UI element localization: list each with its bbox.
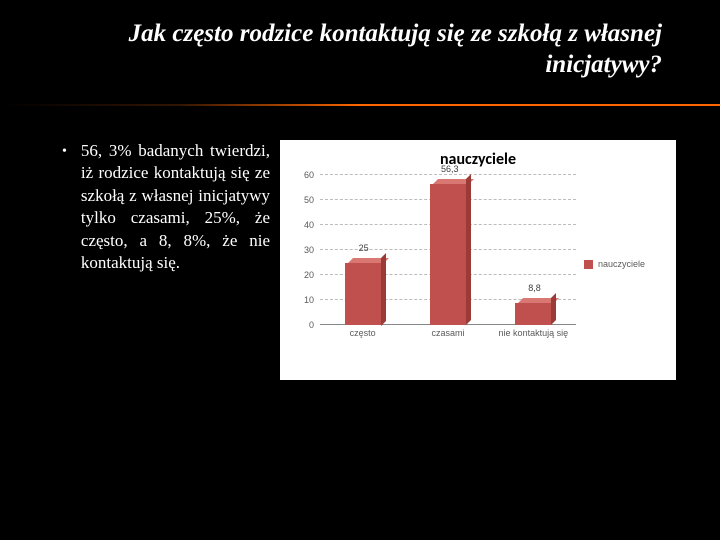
bullet-item: • 56, 3% badanych twierdzi, iż rodzice k… [62,140,270,275]
bar-front [345,263,381,326]
bar-front [430,184,466,325]
body-paragraph: 56, 3% badanych twierdzi, iż rodzice kon… [81,140,270,275]
bar-front [515,303,551,325]
x-axis-labels: częstoczasaminie kontaktują się [320,325,576,353]
slide-title: Jak często rodzice kontaktują się ze szk… [90,18,662,81]
accent-divider [0,104,720,106]
y-tick-label: 40 [304,220,314,230]
bar: 25 [345,263,381,326]
y-tick-label: 0 [309,320,314,330]
bar-slot: 56,3 [405,175,490,325]
y-tick-label: 60 [304,170,314,180]
legend-swatch [584,260,593,269]
bars: 25 56,3 8,8 [320,175,576,325]
plot-wrap: 0102030405060 2556,38,8 częstoczasaminie… [290,175,666,353]
chart-column: nauczyciele 0 10 20 30 40 50 60 25 56,3 8,8 częs… [280,140,720,540]
text-column: • 56, 3% badanych twierdzi, iż rodzice k… [0,140,280,540]
y-tick-label: 50 [304,195,314,205]
bar-side [466,174,471,325]
legend: nauczyciele [576,175,666,353]
chart-container: nauczyciele 0 10 20 30 40 50 60 25 56,3 8,8 częs… [280,140,676,380]
content-area: • 56, 3% badanych twierdzi, iż rodzice k… [0,140,720,540]
x-tick-label: czasami [405,325,490,353]
bar-side [551,293,556,325]
bar-value-label: 25 [359,243,369,253]
y-axis: 0102030405060 [290,175,318,325]
bar-slot: 8,8 [491,175,576,325]
x-tick-label: często [320,325,405,353]
y-tick-label: 20 [304,270,314,280]
bar-value-label: 56,3 [441,164,459,174]
bar-value-label: 8,8 [528,283,541,293]
bar-slot: 25 [320,175,405,325]
chart-title: nauczyciele [290,150,666,169]
y-tick-label: 30 [304,245,314,255]
bar: 8,8 [515,303,551,325]
x-tick-label: nie kontaktują się [491,325,576,353]
bar: 56,3 [430,184,466,325]
y-tick-label: 10 [304,295,314,305]
legend-label: nauczyciele [598,259,645,269]
plot-area: 0102030405060 2556,38,8 częstoczasaminie… [290,175,576,353]
bar-side [381,253,386,326]
bullet-glyph: • [62,140,67,275]
